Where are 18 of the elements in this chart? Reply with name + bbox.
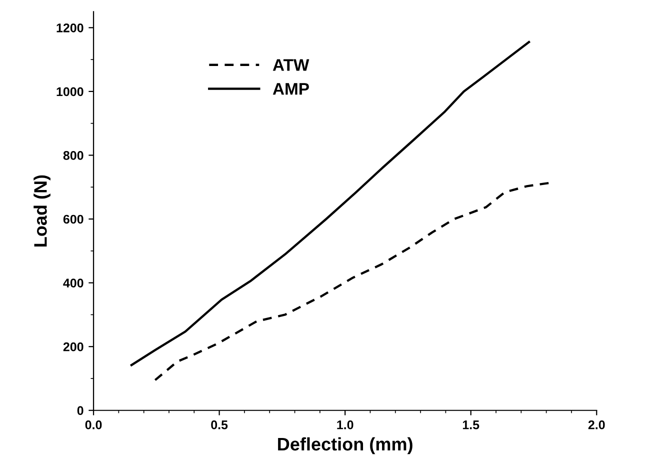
y-tick-label: 200 (63, 342, 84, 352)
legend-label: ATW (272, 59, 310, 71)
x-tick-label: 0.0 (85, 420, 102, 430)
y-tick-label: 600 (63, 214, 84, 224)
y-tick-label: 0 (77, 406, 84, 416)
x-tick-label: 2.0 (588, 420, 605, 430)
x-axis-title: Deflection (mm) (278, 437, 412, 454)
x-tick-label: 0.5 (211, 420, 228, 430)
line-series (154, 182, 550, 382)
y-tick-label: 800 (63, 151, 84, 160)
y-axis-title: Load (N) (34, 175, 50, 246)
line-series (130, 40, 530, 366)
x-tick-label: 1.0 (337, 420, 354, 430)
y-tick-label: 1200 (56, 23, 84, 32)
x-tick-label: 1.5 (462, 420, 480, 430)
y-tick-label: 400 (63, 278, 84, 288)
y-tick-label: 1000 (56, 87, 84, 96)
legend-label: AMP (272, 83, 309, 95)
